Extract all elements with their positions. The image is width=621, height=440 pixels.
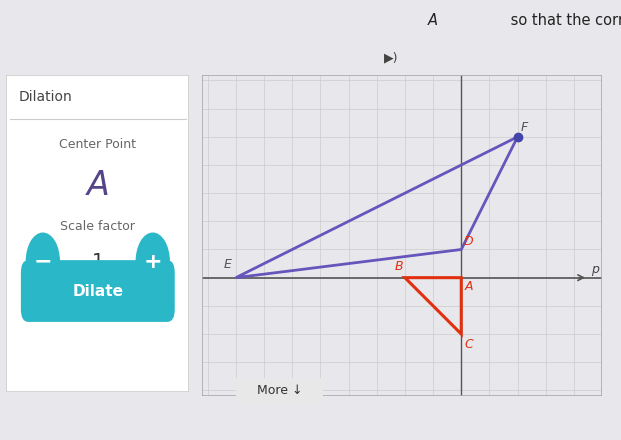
Text: A: A <box>86 169 109 202</box>
Text: Center Point: Center Point <box>60 138 136 151</box>
Text: Dilation: Dilation <box>19 90 73 104</box>
Text: F: F <box>520 121 528 134</box>
Text: E: E <box>224 257 232 271</box>
Text: Scale factor: Scale factor <box>60 220 135 233</box>
Text: A: A <box>465 280 473 293</box>
Text: −: − <box>34 252 52 272</box>
Text: ▶): ▶) <box>384 52 398 65</box>
Text: D: D <box>464 235 474 248</box>
Text: p: p <box>591 263 599 276</box>
Text: 1: 1 <box>92 252 104 271</box>
Text: B: B <box>395 260 404 273</box>
Circle shape <box>26 233 60 290</box>
Text: More ↓: More ↓ <box>256 384 302 397</box>
Text: A: A <box>428 14 438 29</box>
FancyBboxPatch shape <box>21 260 175 322</box>
Text: Dilate: Dilate <box>72 284 124 299</box>
Circle shape <box>136 233 170 290</box>
FancyBboxPatch shape <box>6 75 189 392</box>
FancyBboxPatch shape <box>229 377 330 404</box>
Text: +: + <box>143 252 162 272</box>
Text: C: C <box>464 338 473 351</box>
Text: so that the corresponding sides are the: so that the corresponding sides are the <box>506 14 621 29</box>
